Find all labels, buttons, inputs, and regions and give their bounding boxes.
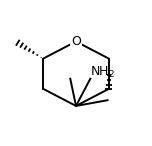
Text: NH$_2$: NH$_2$ <box>90 65 115 80</box>
Text: O: O <box>71 35 81 48</box>
